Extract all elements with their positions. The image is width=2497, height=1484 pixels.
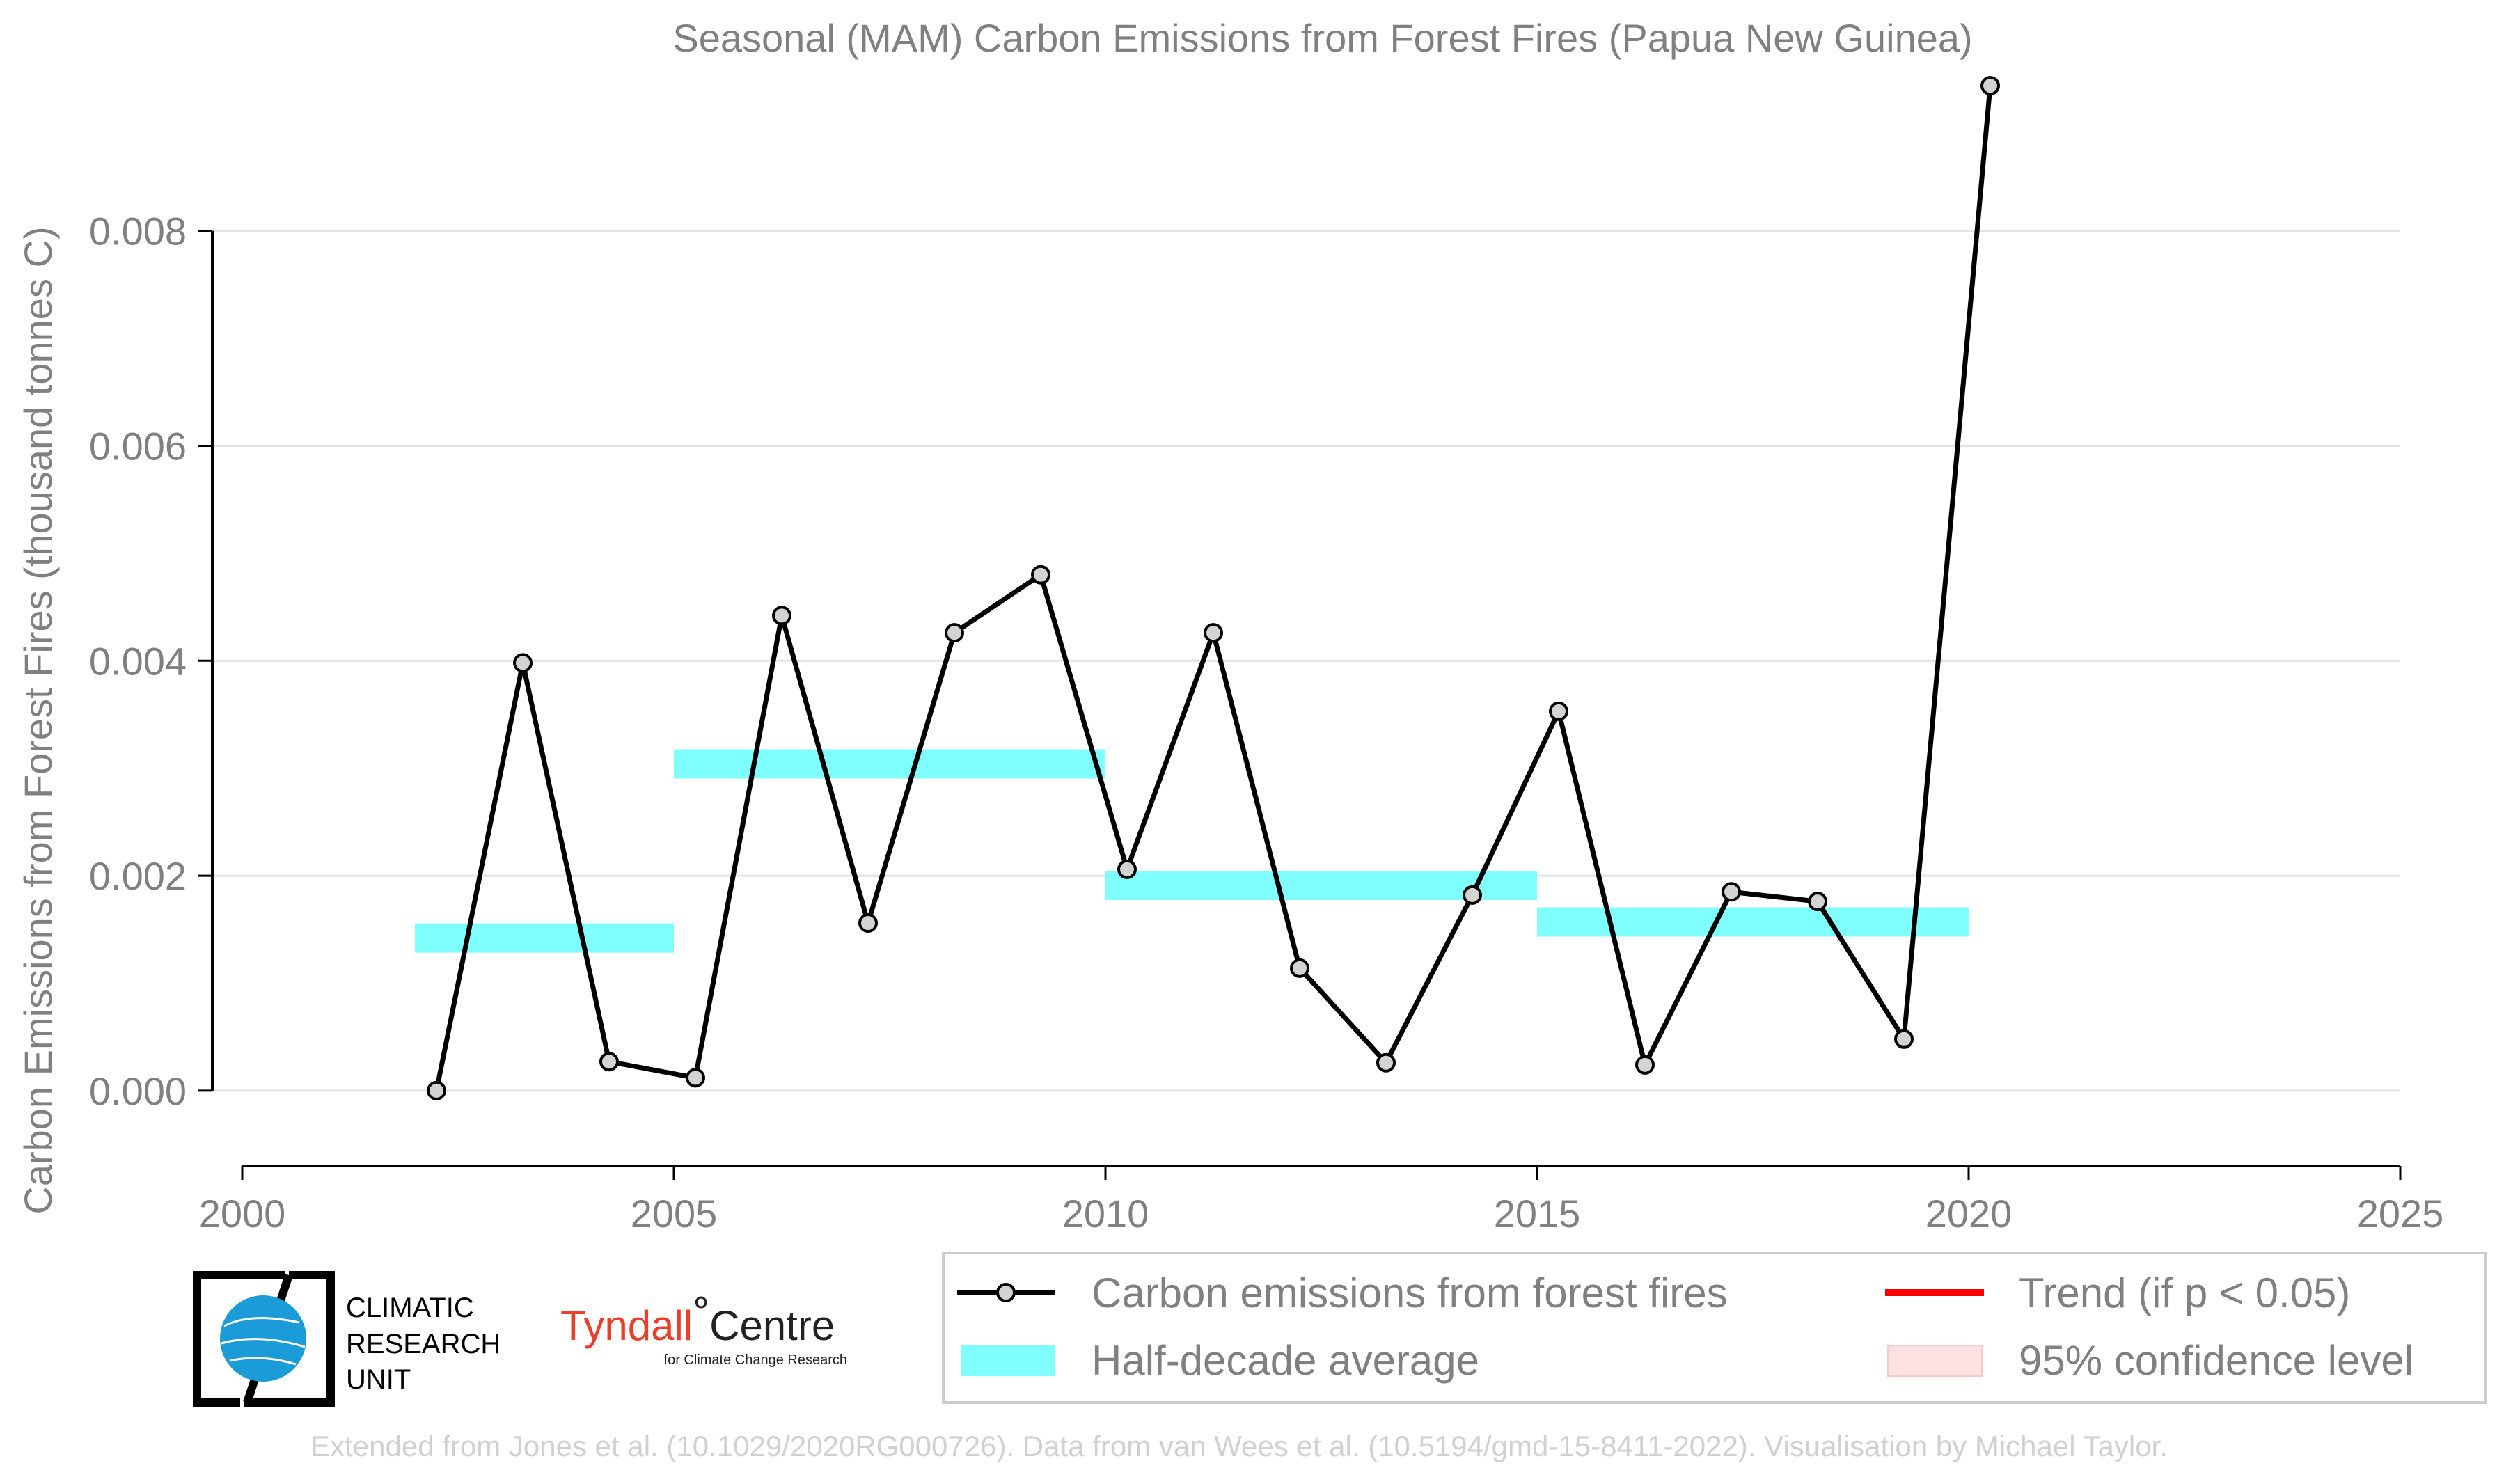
tyndall-wordmark: Tyndall°Centre	[560, 1288, 835, 1349]
credit-line: Extended from Jones et al. (10.1029/2020…	[310, 1430, 2168, 1462]
data-point	[513, 653, 533, 673]
legend-label-trend: Trend (if p < 0.05)	[2019, 1270, 2350, 1316]
x-axis: 2000 2005 2010 2015 2020 2025	[199, 1165, 2444, 1236]
x-tick-label: 2015	[1494, 1192, 1581, 1236]
legend-label-half-decade: Half-decade average	[1092, 1337, 1479, 1384]
y-axis-label: Carbon Emissions from Forest Fires (thou…	[16, 226, 60, 1214]
data-point	[858, 913, 878, 933]
half-decade-average-bars	[415, 749, 1969, 953]
legend-half-decade-patch	[961, 1345, 1055, 1376]
data-point	[1376, 1052, 1396, 1073]
tyndall-subtitle: for Climate Change Research	[664, 1352, 847, 1368]
grid	[212, 230, 2400, 1092]
data-point	[1635, 1055, 1655, 1075]
data-point	[1204, 623, 1223, 643]
half-decade-bar	[415, 923, 674, 953]
legend: Carbon emissions from forest fires Trend…	[942, 1252, 2487, 1404]
y-tick-label: 0.000	[89, 1069, 187, 1113]
cru-line-1: CLIMATIC	[346, 1293, 474, 1323]
data-point	[427, 1080, 446, 1100]
legend-label-confidence: 95% confidence level	[2019, 1337, 2413, 1384]
half-decade-bar	[1537, 907, 1969, 937]
cru-logo: CLIMATIC RESEARCH UNIT	[193, 1271, 501, 1407]
legend-box	[942, 1252, 2487, 1404]
legend-label-emissions: Carbon emissions from forest fires	[1092, 1270, 1728, 1316]
data-point	[1894, 1029, 1914, 1049]
data-point	[1808, 892, 1827, 912]
data-point	[1722, 882, 1741, 902]
data-point	[686, 1068, 705, 1088]
x-tick-label: 2005	[631, 1192, 718, 1236]
y-axis-ticks: 0.000 0.002 0.004 0.006 0.008	[89, 210, 214, 1113]
data-point	[1980, 76, 2000, 96]
data-point	[599, 1052, 619, 1072]
globe-icon-contours	[221, 1317, 306, 1366]
x-tick-label: 2000	[199, 1192, 286, 1236]
x-tick-label: 2025	[2357, 1192, 2444, 1236]
tyndall-logo: Tyndall°Centre for Climate Change Resear…	[560, 1288, 847, 1368]
legend-marker	[996, 1283, 1016, 1302]
x-tick-label: 2020	[1925, 1192, 2012, 1236]
data-point	[1031, 565, 1050, 585]
legend-confidence-patch	[1887, 1345, 1983, 1377]
data-point	[1463, 885, 1482, 905]
cru-line-2: RESEARCH	[346, 1329, 501, 1359]
chart-title: Seasonal (MAM) Carbon Emissions from For…	[672, 16, 1972, 60]
x-tick-label: 2010	[1062, 1192, 1149, 1236]
data-point	[945, 623, 964, 643]
data-point	[1290, 958, 1309, 978]
emissions-series	[427, 76, 2000, 1100]
y-tick-label: 0.002	[89, 854, 187, 898]
cru-line-3: UNIT	[346, 1364, 411, 1395]
data-point	[772, 606, 791, 626]
data-point	[1549, 701, 1568, 721]
half-decade-bar	[674, 749, 1105, 779]
y-tick-label: 0.008	[89, 210, 187, 253]
y-tick-label: 0.006	[89, 424, 187, 468]
data-point	[1117, 859, 1137, 879]
y-tick-label: 0.004	[89, 639, 187, 683]
